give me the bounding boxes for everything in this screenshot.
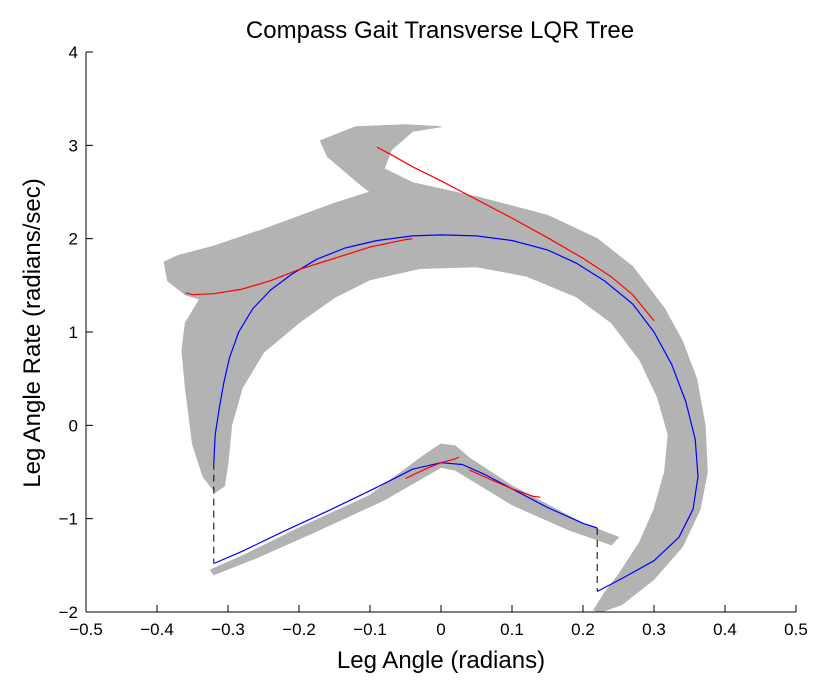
x-tick-label: −0.1	[353, 620, 387, 639]
plot-area	[163, 124, 708, 613]
tree-branch-3	[185, 238, 413, 296]
x-tick-label: 0.2	[571, 620, 595, 639]
x-tick-label: −0.4	[140, 620, 174, 639]
y-tick-label: −2	[59, 603, 78, 622]
tree-branch-6	[469, 469, 541, 498]
axes: −0.5 −0.4 −0.3 −0.2 −0.1 0 0.1 0.2 0.3 0.4 0.5 −2 −1…	[59, 43, 808, 639]
x-tick-label: 0.1	[500, 620, 524, 639]
tree-branch-4	[376, 146, 655, 322]
x-tick-label: 0.4	[713, 620, 737, 639]
x-tick-label: 0.3	[642, 620, 666, 639]
x-tick-label: 0	[436, 620, 445, 639]
chart-title: Compass Gait Transverse LQR Tree	[246, 17, 634, 44]
x-tick-label: −0.2	[282, 620, 316, 639]
y-axis-label: Leg Angle Rate (radians/sec)	[19, 178, 46, 488]
y-tick-label: 4	[69, 43, 78, 62]
y-tick-label: 1	[69, 323, 78, 342]
y-tick-label: 2	[69, 230, 78, 249]
x-tick-label: −0.5	[69, 620, 103, 639]
y-tick-label: 3	[69, 136, 78, 155]
y-tick-label: 0	[69, 416, 78, 435]
tree-branch-5	[405, 456, 460, 480]
y-tick-label: −1	[59, 510, 78, 529]
x-tick-label: −0.3	[211, 620, 245, 639]
funnel-region-1	[163, 124, 708, 613]
x-tick-label: 0.5	[784, 620, 808, 639]
nominal-trajectory-1	[213, 234, 699, 593]
x-axis-label: Leg Angle (radians)	[337, 647, 545, 674]
